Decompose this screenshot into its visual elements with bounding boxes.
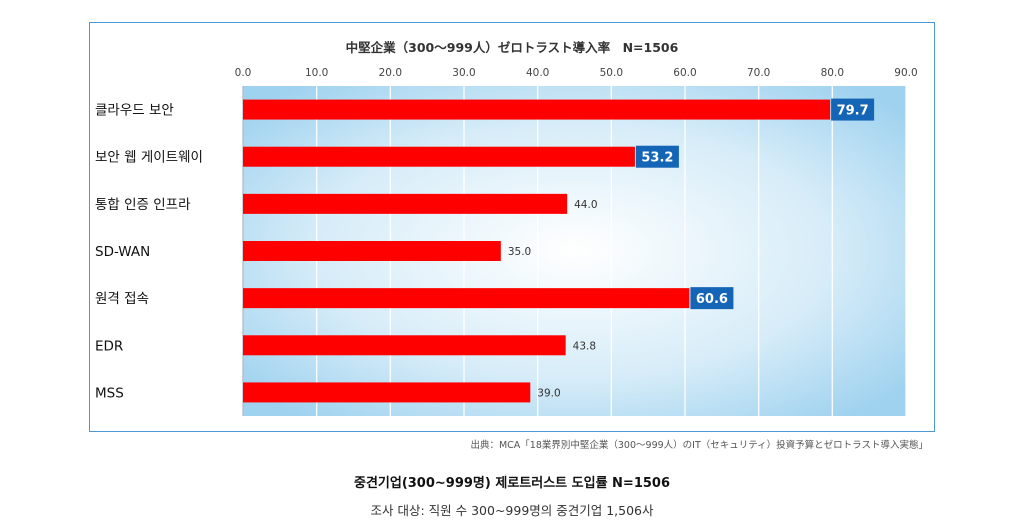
value-label-box [690,287,734,310]
x-tick-label: 70.0 [747,67,770,79]
bar [243,99,831,120]
value-label: 79.7 [837,104,869,119]
chart-title: 中堅企業（300～999人）ゼロトラスト導入率 N=1506 [345,40,679,55]
caption-title: 중견기업(300~999명) 제로트러스트 도입률 N=1506 [353,476,671,491]
category-label: 원격 접속 [95,291,149,307]
value-label: 39.0 [537,387,560,399]
x-tick-label: 80.0 [821,67,844,79]
value-label: 53.2 [641,151,673,166]
x-tick-label: 50.0 [600,67,623,79]
value-label: 44.0 [574,199,597,211]
bar [243,241,501,261]
value-label: 35.0 [508,246,531,258]
x-tick-label: 20.0 [379,67,402,79]
x-tick-label: 60.0 [673,67,696,79]
x-tick-label: 10.0 [305,67,328,79]
x-tick-label: 30.0 [452,67,475,79]
category-label: MSS [95,385,124,401]
category-label: 클라우드 보안 [95,103,174,119]
category-label: 통합 인증 인프라 [95,197,191,213]
bar [243,382,531,403]
value-label: 43.8 [573,340,596,352]
x-tick-label: 40.0 [526,67,549,79]
category-label: EDR [95,338,123,354]
value-label-box [635,145,679,168]
caption-subtitle: 조사 대상: 직원 수 300~999명의 중견기업 1,506사 [370,503,654,518]
category-label: 보안 웹 게이트웨이 [95,150,203,166]
bar [243,288,690,309]
x-tick-label: 90.0 [894,67,917,79]
bar [243,193,568,214]
value-label-box [831,98,875,121]
x-tick-label: 0.0 [235,67,252,79]
source-note: 出典：MCA「18業界別中堅企業（300～999人）のIT（セキュリティ）投資予… [470,440,928,451]
bar [243,335,566,356]
category-label: SD-WAN [95,244,150,260]
bar [243,146,635,167]
value-label: 60.6 [696,292,728,307]
